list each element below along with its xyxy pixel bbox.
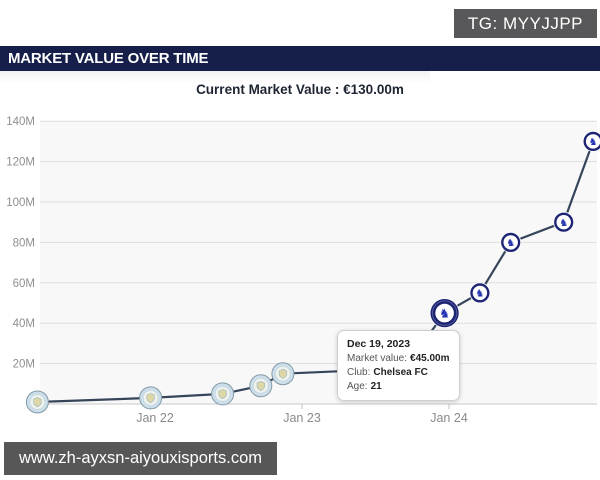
tooltip-age-label: Age: [347, 381, 368, 393]
data-point-badge[interactable]: ♞ [469, 282, 491, 304]
chelsea-lion-icon: ♞ [439, 307, 450, 321]
chelsea-badge-inner [556, 215, 571, 230]
x-axis-tick-label: Jan 24 [430, 411, 468, 425]
current-market-value-title: Current Market Value : €130.00m [196, 82, 404, 97]
site-url: www.zh-ayxsn-aiyouxisports.com [19, 449, 262, 467]
x-axis-tick-label: Jan 23 [283, 411, 321, 425]
data-point-badge[interactable]: ♞ [429, 298, 460, 329]
chelsea-lion-icon: ♞ [589, 137, 598, 148]
data-point-badge[interactable] [271, 362, 295, 386]
data-point-badge[interactable] [25, 390, 49, 414]
y-axis-tick-label: 100M [6, 197, 35, 209]
data-point-badge[interactable]: ♞ [500, 231, 522, 253]
data-point-badge[interactable] [139, 386, 163, 410]
man-city-shield-icon [278, 368, 287, 379]
tooltip-club-label: Club: [347, 367, 371, 379]
tooltip-market-value-row: Market value: €45.00m [347, 352, 450, 366]
data-point-badge[interactable] [211, 382, 235, 406]
y-axis-tick-label: 20M [13, 359, 35, 371]
y-axis-tick-label: 140M [6, 116, 35, 128]
y-axis-tick-label: 120M [6, 157, 35, 169]
data-point-badge[interactable]: ♞ [582, 131, 600, 152]
chelsea-badge-text-ring [432, 300, 458, 326]
data-point-badge[interactable]: ♞ [553, 211, 575, 233]
section-header-title: MARKET VALUE OVER TIME [8, 50, 209, 67]
tooltip-club: Chelsea FC [373, 367, 428, 379]
man-city-shield-icon [218, 389, 227, 400]
tooltip: Dec 19, 2023 Market value: €45.00m Club: C… [337, 330, 460, 401]
y-axis-tick-label: 60M [13, 278, 35, 290]
tooltip-age-row: Age: 21 [347, 380, 450, 394]
header-shadow [0, 71, 430, 83]
chelsea-lion-icon: ♞ [475, 289, 484, 300]
tooltip-date: Dec 19, 2023 [347, 338, 411, 350]
plot-area [40, 121, 597, 404]
tg-watermark-label: TG: MYYJJPP [467, 14, 583, 33]
x-axis-tick-label: Jan 22 [136, 411, 174, 425]
y-axis-tick-label: 40M [13, 318, 35, 330]
tg-watermark-badge: TG: MYYJJPP [453, 9, 597, 38]
man-city-shield-icon [146, 393, 155, 404]
tooltip-market-value-label: Market value: [347, 353, 408, 365]
data-point-badge[interactable] [249, 374, 273, 398]
chelsea-lion-icon: ♞ [559, 218, 568, 229]
man-city-shield-icon [33, 397, 42, 408]
chelsea-badge-inner [472, 285, 488, 301]
chelsea-lion-icon: ♞ [506, 238, 515, 249]
tooltip-age: 21 [370, 381, 382, 393]
site-url-bar: www.zh-ayxsn-aiyouxisports.com [4, 442, 277, 475]
man-city-shield-icon [256, 380, 265, 391]
tooltip-club-row: Club: Chelsea FC [347, 366, 450, 380]
chelsea-badge-inner [503, 235, 518, 250]
chelsea-badge-inner [585, 134, 600, 149]
y-axis-tick-label: 80M [13, 237, 35, 249]
chelsea-badge-inner [435, 303, 454, 323]
tooltip-market-value: €45.00m [410, 353, 450, 365]
section-header-bar: MARKET VALUE OVER TIME [0, 46, 600, 71]
